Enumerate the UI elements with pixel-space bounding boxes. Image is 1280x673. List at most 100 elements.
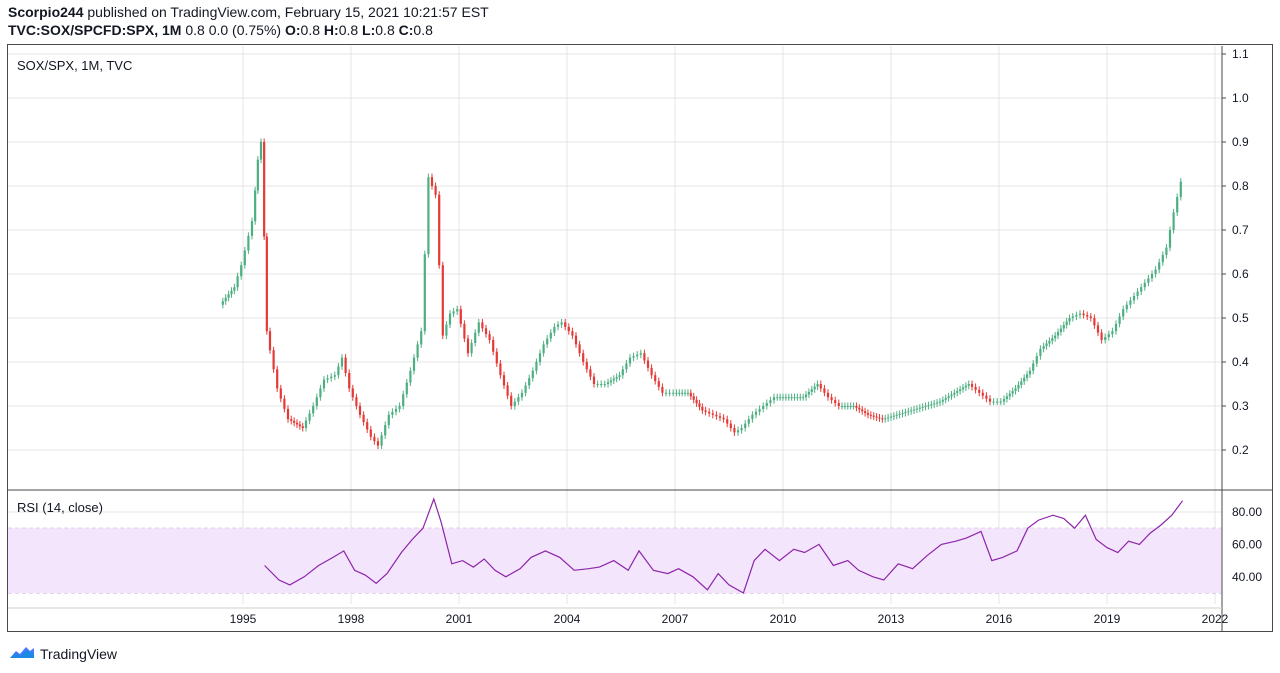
- candle-body: [956, 391, 959, 393]
- candle-body: [528, 378, 531, 386]
- footer: TradingView: [8, 644, 117, 663]
- candle-body: [747, 419, 750, 424]
- x-tick-label: 2004: [554, 612, 581, 626]
- candle-body: [837, 403, 840, 406]
- candle-body: [1035, 356, 1038, 364]
- candle-body: [907, 411, 910, 413]
- candle-body: [298, 424, 301, 427]
- candle-body: [448, 313, 452, 325]
- candle-body: [574, 335, 578, 345]
- candle-body: [887, 417, 890, 419]
- candle-body: [921, 406, 924, 408]
- symbol-label: TVC:SOX/SPCFD:SPX, 1M: [8, 22, 182, 38]
- candle-body: [823, 388, 826, 393]
- candle-body: [740, 428, 743, 431]
- candle-body: [964, 385, 967, 388]
- candle-body: [326, 378, 329, 380]
- candle-body: [802, 397, 805, 399]
- candle-body: [1032, 363, 1035, 371]
- candle-body: [391, 411, 394, 415]
- candle-body: [810, 389, 813, 392]
- candle-body: [930, 404, 933, 406]
- candle-body: [646, 360, 650, 368]
- candle-body: [875, 416, 878, 418]
- candle-body: [996, 401, 999, 403]
- candle-body: [1089, 316, 1092, 318]
- candle-body: [941, 399, 944, 402]
- candle-body: [675, 392, 678, 394]
- candle-body: [852, 406, 855, 407]
- candle-body: [506, 385, 509, 396]
- publish-line: Scorpio244 published on TradingView.com,…: [8, 4, 489, 20]
- candle-body: [1136, 291, 1139, 296]
- high-value: 0.8: [338, 22, 359, 38]
- candle-body: [513, 401, 516, 406]
- candle-body: [470, 342, 473, 354]
- candle-body: [632, 356, 635, 358]
- candle-body: [1048, 340, 1051, 344]
- candle-body: [796, 397, 799, 399]
- candle-body: [927, 405, 930, 407]
- candle-body: [1154, 269, 1157, 274]
- candle-body: [790, 397, 793, 399]
- author-name[interactable]: Scorpio244: [8, 4, 84, 20]
- candle-body: [959, 389, 962, 392]
- main-pane-title: SOX/SPX, 1M, TVC: [17, 58, 132, 73]
- candle-body: [254, 190, 257, 222]
- candle-body: [779, 397, 782, 399]
- candle-body: [970, 384, 974, 387]
- candle-body: [762, 406, 765, 409]
- candle-body: [1068, 318, 1071, 322]
- close-label: C:: [398, 22, 414, 38]
- candle-body: [898, 413, 901, 415]
- candle-body: [1020, 381, 1023, 385]
- candle-body: [585, 362, 588, 370]
- candle-body: [1039, 348, 1042, 357]
- candle-body: [765, 403, 768, 406]
- candle-body: [1111, 331, 1114, 335]
- candle-body: [459, 309, 462, 324]
- candle-body: [606, 382, 610, 384]
- candle-body: [1179, 181, 1182, 197]
- candle-body: [776, 397, 779, 399]
- candle-body: [466, 338, 470, 354]
- candle-body: [849, 406, 852, 407]
- candle-body: [578, 344, 581, 354]
- candle-body: [1132, 296, 1136, 301]
- candle-body: [1165, 247, 1168, 255]
- candle-body: [840, 406, 844, 407]
- candle-body: [912, 409, 916, 411]
- candle-body: [259, 142, 263, 160]
- candle-body: [1017, 384, 1020, 389]
- footer-brand[interactable]: TradingView: [40, 645, 118, 662]
- chart-frame: [7, 44, 1273, 632]
- candle-body: [1107, 334, 1110, 338]
- candle-body: [733, 428, 736, 433]
- candle-body: [250, 221, 254, 236]
- candle-body: [340, 357, 344, 367]
- candle-body: [781, 397, 785, 399]
- candle-body: [322, 379, 326, 389]
- candle-body: [227, 294, 230, 298]
- candle-body: [704, 410, 707, 412]
- candle-body: [1002, 398, 1006, 402]
- grid-lines: [8, 46, 1222, 604]
- candle-body: [1014, 388, 1017, 392]
- candle-body: [895, 414, 898, 416]
- candle-body: [944, 398, 947, 400]
- candle-body: [947, 396, 950, 399]
- candle-body: [272, 350, 275, 370]
- candle-body: [981, 392, 984, 396]
- candle-body: [1172, 212, 1175, 230]
- candle-body: [992, 401, 995, 403]
- tradingview-logo-icon[interactable]: [8, 644, 36, 663]
- candle-body: [520, 392, 524, 398]
- candle-body: [416, 344, 419, 358]
- candle-body: [692, 396, 695, 400]
- candle-body: [1065, 321, 1068, 326]
- y-tick-label: 1.0: [1232, 91, 1249, 105]
- candle-body: [488, 334, 491, 340]
- candle-body: [881, 418, 884, 420]
- candle-body: [1082, 313, 1085, 316]
